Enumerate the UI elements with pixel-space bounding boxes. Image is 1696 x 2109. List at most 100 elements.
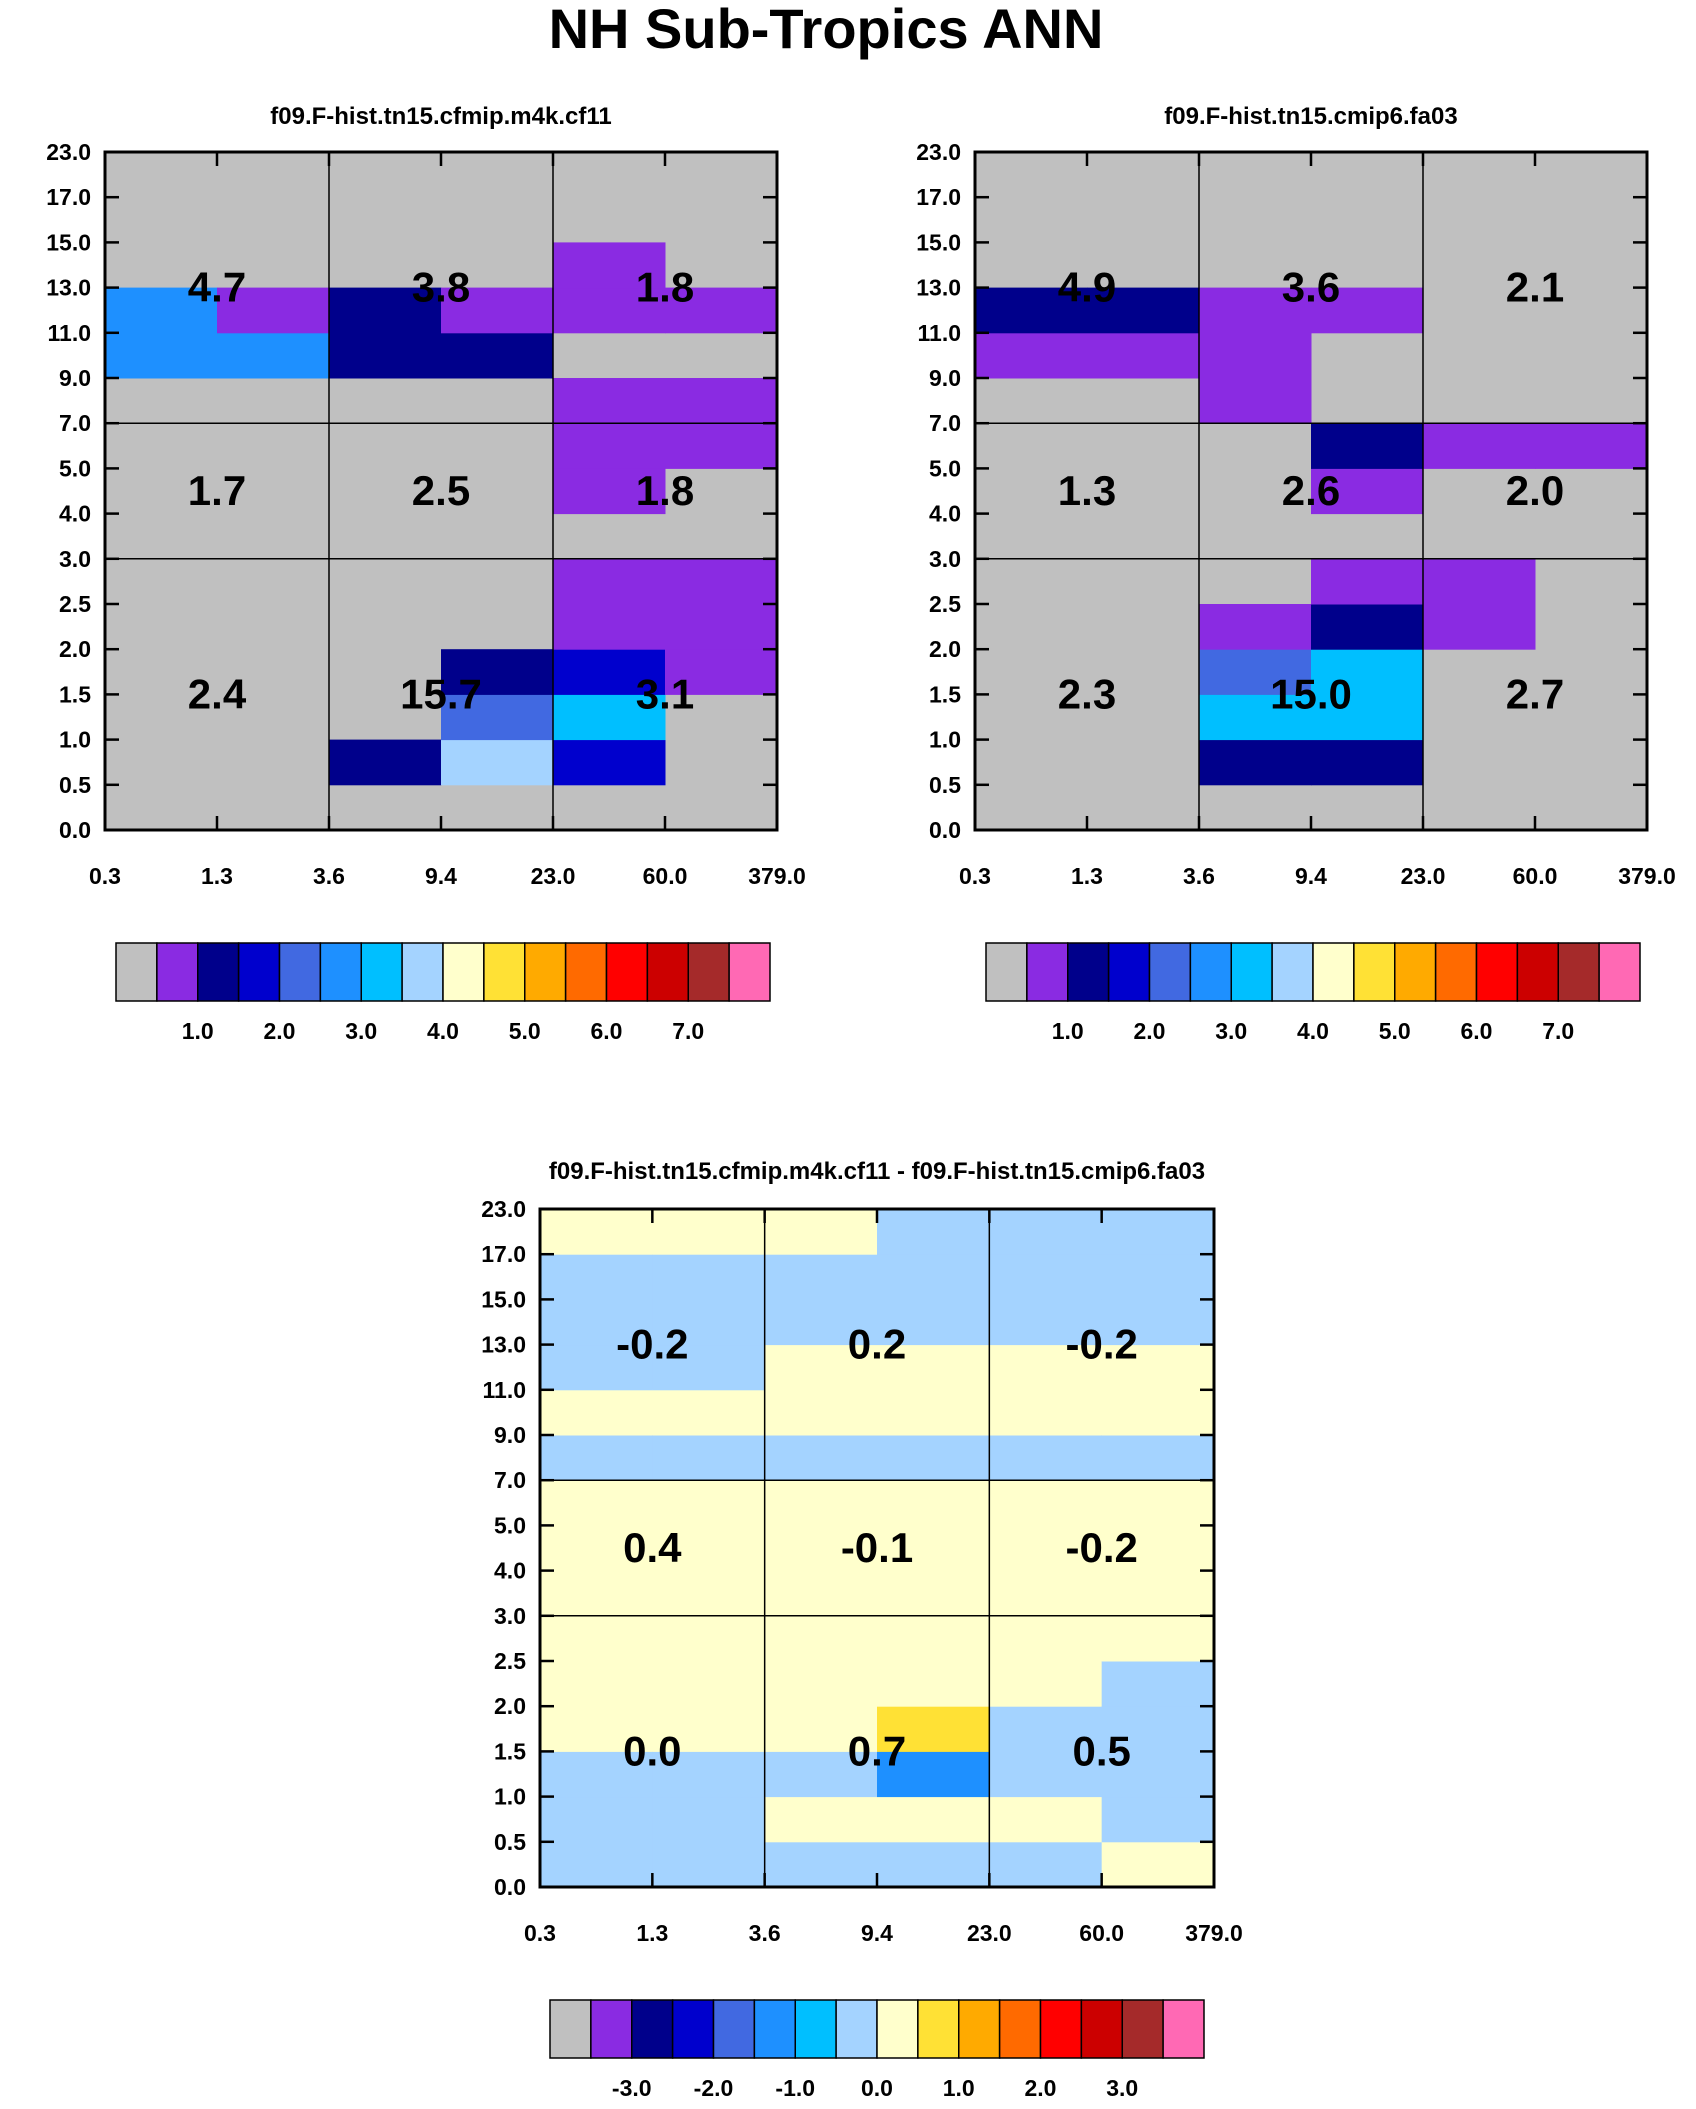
heatmap-cell [652, 1299, 766, 1346]
heatmap-cell [553, 558, 666, 605]
heatmap-cell [1101, 1841, 1215, 1888]
box-value-label: -0.2 [1065, 1321, 1137, 1368]
heatmap-cell [877, 1209, 990, 1255]
heatmap-cell [989, 1435, 1103, 1481]
y-tick-label: 17.0 [46, 184, 91, 210]
y-tick-label: 9.0 [494, 1422, 526, 1448]
colorbar-swatch [1121, 1999, 1164, 2059]
colorbar-swatch [156, 942, 199, 1002]
x-tick-label: 0.3 [524, 1920, 556, 1946]
heatmap-cell [1101, 1344, 1215, 1391]
colorbar-label: 6.0 [591, 1018, 623, 1044]
y-tick-label: 15.0 [916, 229, 961, 255]
heatmap-cell [877, 1254, 990, 1300]
x-tick-label: 379.0 [1618, 863, 1676, 889]
heatmap-cell [1087, 287, 1200, 334]
y-tick-label: 3.0 [494, 1603, 526, 1629]
y-tick-label: 1.0 [59, 727, 91, 753]
x-tick-label: 3.6 [1183, 863, 1215, 889]
heatmap-cell [540, 1841, 653, 1888]
heatmap-cell [1101, 1751, 1215, 1798]
heatmap-cell [975, 332, 1088, 379]
y-tick-label: 17.0 [916, 184, 961, 210]
box-value-label: 4.9 [1058, 264, 1116, 311]
colorbar-label: 6.0 [1461, 1018, 1493, 1044]
heatmap-cell [764, 1389, 878, 1436]
box-value-label: 0.2 [848, 1321, 906, 1368]
heatmap-cell [764, 1570, 878, 1617]
colorbar-swatch [1026, 942, 1069, 1002]
heatmap-cell [1311, 287, 1424, 334]
heatmap-cell [989, 1661, 1103, 1707]
heatmap-cell [1101, 1706, 1215, 1752]
heatmap-cell [764, 1435, 878, 1481]
heatmap-cell [553, 242, 666, 289]
colorbar-label: 7.0 [672, 1018, 704, 1044]
heatmap-cell [652, 1570, 766, 1617]
colorbar-swatch [549, 1999, 592, 2059]
x-tick-label: 0.3 [89, 863, 121, 889]
heatmap-cell [1199, 378, 1312, 424]
colorbar-swatch [958, 1999, 1001, 2059]
colorbar-swatch [985, 942, 1028, 1002]
colorbar-label: 5.0 [1379, 1018, 1411, 1044]
colorbar-swatch [1189, 942, 1232, 1002]
y-tick-label: 15.0 [46, 229, 91, 255]
colorbar-swatch [1434, 942, 1478, 1002]
heatmap-cell [989, 1706, 1103, 1752]
x-tick-label: 9.4 [425, 863, 457, 889]
colorbar-swatch [237, 942, 281, 1002]
y-tick-label: 3.0 [929, 546, 961, 572]
colorbar-swatch [401, 942, 444, 1002]
colorbar-swatch [998, 1999, 1042, 2059]
colorbar-swatch [1148, 942, 1192, 1002]
heatmap-cell [652, 1389, 766, 1436]
heatmap-cell [1199, 739, 1312, 786]
x-tick-label: 60.0 [1513, 863, 1558, 889]
colorbar-label: 4.0 [427, 1018, 459, 1044]
colorbar-swatch [631, 1999, 674, 2059]
heatmap-cell [989, 1570, 1103, 1617]
heatmap-cell [1423, 423, 1536, 469]
chart-panel-a: f09.F-hist.tn15.cfmip.m4k.cf11 0.0 0.5 1.0 1… [46, 103, 806, 1044]
box-value-label: 0.0 [623, 1727, 681, 1774]
colorbar-label: 2.0 [1134, 1018, 1166, 1044]
heatmap-cell [1311, 468, 1424, 515]
box-value-label: 3.6 [1282, 264, 1340, 311]
x-tick-label: 0.3 [959, 863, 991, 889]
panel-title: f09.F-hist.tn15.cfmip.m4k.cf11 - f09.F-h… [549, 1158, 1205, 1185]
panel-title: f09.F-hist.tn15.cfmip.m4k.cf11 [270, 103, 611, 130]
heatmap-cell [764, 1525, 878, 1572]
box-value-label: 15.7 [400, 670, 482, 717]
heatmap-cell [877, 1525, 990, 1572]
heatmap-cell [441, 649, 554, 695]
heatmap-cell [1199, 649, 1312, 695]
y-tick-label: 5.0 [929, 455, 961, 481]
heatmap-cell [540, 1480, 653, 1526]
heatmap-cell [652, 1209, 766, 1255]
colorbar-swatch [1067, 942, 1110, 1002]
box-value-label: 1.8 [636, 264, 694, 311]
heatmap-cell [329, 739, 442, 786]
heatmap-cell [665, 378, 778, 424]
box-value-label: 0.7 [848, 1727, 906, 1774]
heatmap-cell [540, 1209, 653, 1255]
heatmap-cell [877, 1344, 990, 1391]
heatmap-cell [105, 332, 218, 379]
colorbar-swatch [278, 942, 322, 1002]
colorbar-swatch [1107, 942, 1151, 1002]
heatmap-cell [553, 649, 666, 695]
box-value-label: 3.1 [636, 670, 694, 717]
x-tick-label: 1.3 [1071, 863, 1103, 889]
heatmap-cell [877, 1841, 990, 1888]
y-tick-label: 2.5 [494, 1648, 526, 1674]
colorbar-swatch [753, 1999, 796, 2059]
heatmap-cell [1101, 1299, 1215, 1346]
colorbar-label: 3.0 [1106, 2075, 1138, 2101]
x-tick-label: 60.0 [1079, 1920, 1124, 1946]
heatmap-cell [1311, 423, 1424, 469]
heatmap-cell [441, 694, 554, 741]
heatmap-cell [1101, 1525, 1215, 1572]
y-tick-label: 2.0 [59, 636, 91, 662]
heatmap-cell [1199, 694, 1312, 741]
